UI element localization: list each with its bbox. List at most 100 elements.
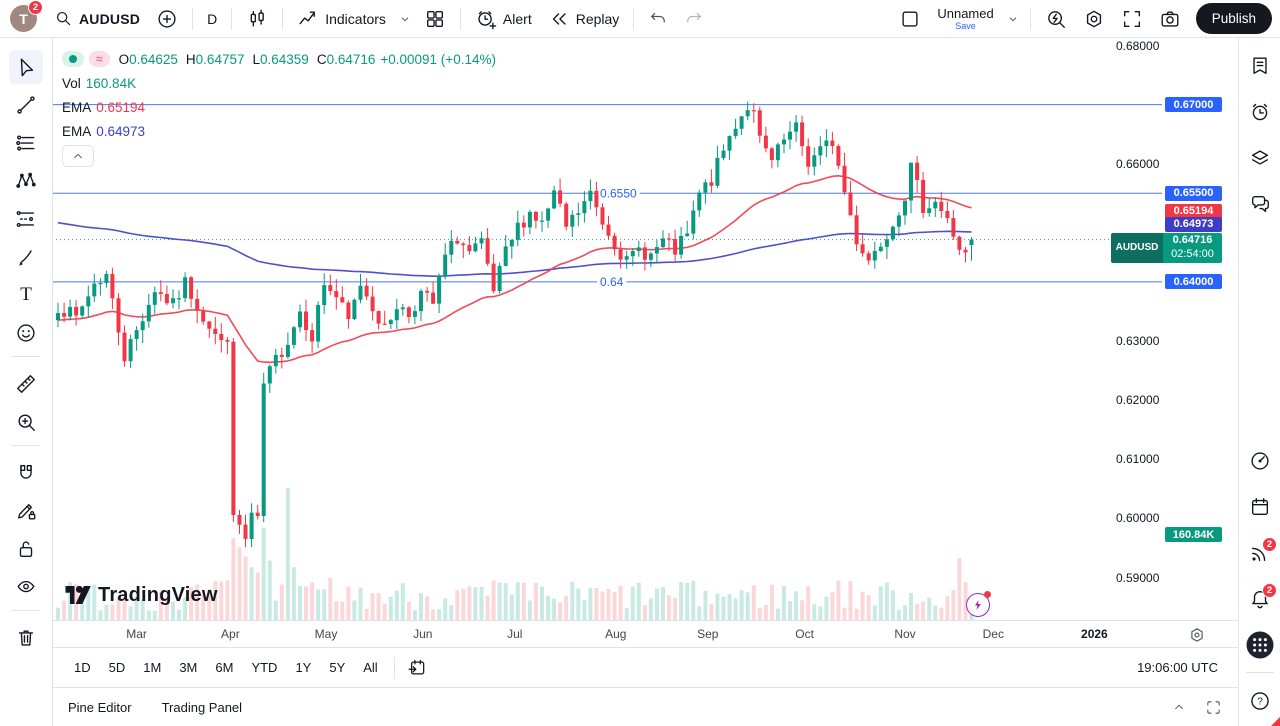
indicator-templates-button[interactable]: [417, 4, 453, 34]
range-1d-button[interactable]: 1D: [66, 655, 99, 680]
indicators-dropdown-arrow[interactable]: [395, 7, 415, 31]
layout-button[interactable]: [892, 4, 928, 34]
tool-ruler[interactable]: [9, 367, 43, 401]
price-tick: 0.59000: [1116, 570, 1160, 585]
sidebar-streams-button[interactable]: 2: [1243, 536, 1277, 570]
price-badge-level: 0.64000: [1165, 274, 1222, 290]
symbol-name: AUDUSD: [79, 10, 141, 27]
range-3m-button[interactable]: 3M: [171, 655, 205, 680]
tool-magnet[interactable]: [9, 456, 43, 490]
settings-button[interactable]: [1076, 4, 1112, 34]
tool-trend-line[interactable]: [9, 88, 43, 122]
delayed-data-pill: ≈: [89, 51, 110, 67]
price-badge-level: 0.65500: [1165, 185, 1222, 201]
cursor-icon: [15, 56, 37, 78]
redo-button[interactable]: [677, 5, 711, 33]
zoom-in-icon: [15, 411, 37, 433]
quick-search-button[interactable]: [1038, 4, 1074, 34]
sidebar-object-tree-button[interactable]: [1243, 141, 1277, 175]
legend-collapse-button[interactable]: [62, 145, 94, 167]
compare-add-button[interactable]: [149, 4, 185, 34]
clock-utc[interactable]: 19:06:00 UTC: [1131, 659, 1224, 676]
divider: [1029, 7, 1031, 30]
replay-button[interactable]: Replay: [541, 4, 627, 34]
chat-icon: [1249, 193, 1271, 215]
ema1-legend-row[interactable]: EMA 0.65194: [62, 97, 496, 117]
bottom-tab-trading-panel[interactable]: Trading Panel: [160, 696, 244, 719]
goto-date-button[interactable]: [403, 654, 431, 682]
save-label[interactable]: Save: [955, 20, 976, 31]
range-all-button[interactable]: All: [355, 655, 385, 680]
range-1m-button[interactable]: 1M: [135, 655, 169, 680]
tradingview-logo-icon: [64, 583, 91, 607]
publish-button[interactable]: Publish: [1195, 3, 1272, 34]
event-lightning-marker[interactable]: [966, 591, 991, 617]
chevron-down-icon: [1005, 11, 1021, 27]
sidebar-ideas-stream-button[interactable]: [1243, 444, 1277, 478]
tool-brush[interactable]: [9, 240, 43, 274]
tool-emoji[interactable]: [9, 316, 43, 350]
range-5y-button[interactable]: 5Y: [321, 655, 353, 680]
sidebar-apps-grid-button[interactable]: [1243, 628, 1277, 662]
chart-style-button[interactable]: [239, 4, 275, 34]
tool-cursor[interactable]: [9, 50, 43, 84]
sidebar-chat-button[interactable]: [1243, 187, 1277, 221]
panel-expand-up-button[interactable]: [1169, 697, 1189, 718]
interval-button[interactable]: D: [200, 7, 224, 31]
symbol-legend-row[interactable]: ≈ O0.64625 H0.64757 L0.64359 C0.64716 +0.00…: [62, 49, 496, 69]
alert-button[interactable]: Alert: [468, 4, 539, 34]
price-tick: 0.61000: [1116, 452, 1160, 467]
price-chart-canvas[interactable]: 0.6550 0.64: [52, 38, 1238, 620]
tool-drawing-edit[interactable]: [9, 494, 43, 528]
fullscreen-button[interactable]: [1114, 4, 1150, 34]
time-axis-settings-button[interactable]: [1188, 624, 1210, 646]
tool-text[interactable]: T: [9, 278, 43, 312]
alerts-clock-icon: [1249, 101, 1271, 123]
sidebar-watchlist-button[interactable]: [1243, 49, 1277, 83]
range-6m-button[interactable]: 6M: [207, 655, 241, 680]
bottom-panel-bar: Pine Editor Trading Panel: [52, 687, 1238, 726]
tool-lock-all[interactable]: [9, 532, 43, 566]
symbol-search-button[interactable]: AUDUSD: [47, 5, 147, 32]
undo-button[interactable]: [641, 5, 675, 33]
range-1y-button[interactable]: 1Y: [287, 655, 319, 680]
layout-dropdown-arrow[interactable]: [1003, 7, 1023, 31]
text-tool-icon: T: [20, 284, 32, 305]
layout-name-button[interactable]: Unnamed Save: [930, 3, 1000, 35]
volume-label: Vol: [62, 75, 81, 91]
tool-zoom-in[interactable]: [9, 405, 43, 439]
tool-xabcd-pattern[interactable]: [9, 164, 43, 198]
replay-label: Replay: [575, 10, 620, 27]
indicators-button[interactable]: Indicators: [290, 4, 393, 34]
sidebar-notifications-button[interactable]: 2: [1243, 582, 1277, 616]
alert-clock-icon: [475, 8, 497, 30]
tool-fib-retracement[interactable]: [9, 202, 43, 236]
ema2-legend-row[interactable]: EMA 0.64973: [62, 121, 496, 141]
price-badge-ema2: 0.64973: [1165, 216, 1222, 232]
tool-horizontal-lines[interactable]: [9, 126, 43, 160]
time-axis-label: May: [314, 627, 338, 641]
price-tick: 0.63000: [1116, 334, 1160, 349]
ohlc-item: H0.64757: [185, 51, 245, 67]
sidebar-calendar-button[interactable]: [1243, 490, 1277, 524]
time-axis[interactable]: Mar Apr May Jun Jul Aug Sep Oct Nov Dec 2026: [52, 620, 1238, 648]
change-value: +0.00091 (+0.14%): [380, 51, 496, 67]
tool-remove-all[interactable]: [9, 621, 43, 655]
panel-maximize-button[interactable]: [1203, 697, 1224, 718]
tool-hide-all[interactable]: [9, 570, 43, 604]
bottom-tab-pine-editor[interactable]: Pine Editor: [66, 696, 134, 719]
screenshot-button[interactable]: [1152, 4, 1188, 34]
interval-label: D: [207, 10, 218, 27]
range-ytd-button[interactable]: YTD: [243, 655, 285, 680]
volume-legend-row[interactable]: Vol 160.84K: [62, 73, 496, 93]
chart-pane: 0.6550 0.64 ≈ O0.64625 H0.64757 L0.64359 C0.…: [52, 38, 1238, 620]
help-icon: ?: [1249, 690, 1271, 712]
sidebar-alerts-clock-button[interactable]: [1243, 95, 1277, 129]
range-5d-button[interactable]: 5D: [101, 655, 134, 680]
horizontal-lines-icon: [15, 132, 37, 154]
sidebar-help-button[interactable]: ?: [1243, 684, 1277, 718]
avatar[interactable]: T 2: [10, 0, 43, 32]
divider: [633, 7, 635, 30]
remove-all-icon: [15, 627, 37, 649]
drawing-toolbar: T: [0, 38, 53, 726]
